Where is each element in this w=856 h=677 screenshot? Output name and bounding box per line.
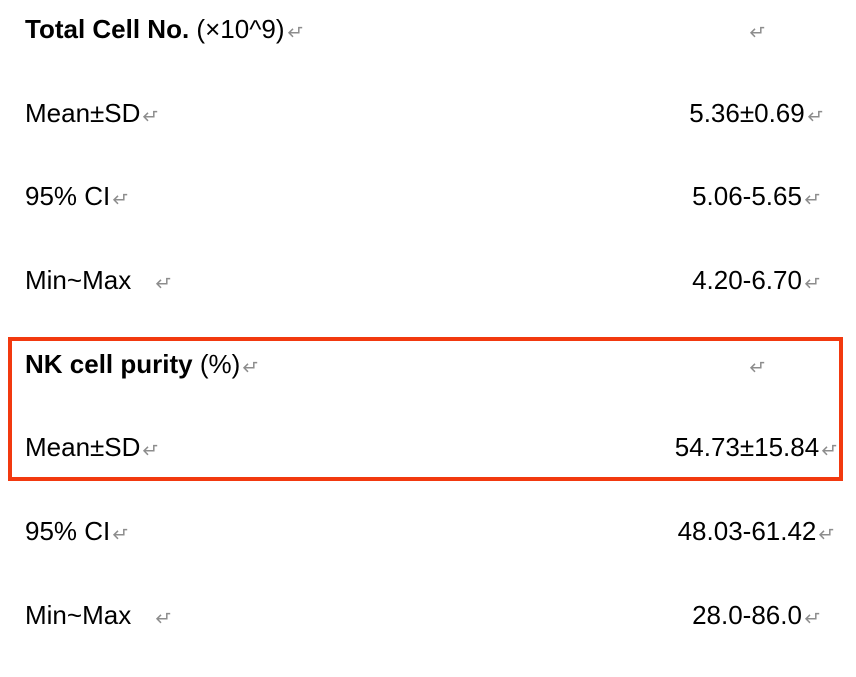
document-page: Total Cell No. (×10^9) Mean±SD 5.36±0.69… (0, 7, 856, 630)
row-label: NK cell purity (%) (25, 342, 258, 386)
value-text: 5.06-5.65 (692, 181, 802, 212)
row-label: 95% CI (25, 509, 128, 553)
paragraph-mark-icon (142, 91, 158, 135)
row-label: 95% CI (25, 174, 128, 218)
label-text: Mean±SD (25, 432, 141, 463)
row-label: Mean±SD (25, 425, 158, 469)
paragraph-mark-icon (749, 342, 765, 386)
row-label: Total Cell No. (×10^9) (25, 7, 303, 51)
label-text: 95% CI (25, 181, 111, 212)
table-row: Mean±SD 5.36±0.69 (0, 91, 856, 175)
row-value: 5.06-5.65 (656, 174, 856, 218)
paragraph-mark-icon (112, 174, 128, 218)
table-row: Mean±SD 54.73±15.84 (0, 425, 856, 509)
row-value: 48.03-61.42 (656, 509, 856, 553)
value-text: 54.73±15.84 (674, 432, 820, 463)
row-label: Mean±SD (25, 91, 158, 135)
label-text: Min~Max (25, 265, 153, 296)
row-value (656, 7, 856, 51)
paragraph-mark-icon (287, 7, 303, 51)
row-label: Min~Max (25, 258, 171, 302)
paragraph-mark-icon (818, 509, 834, 553)
label-text: (×10^9) (189, 14, 285, 44)
value-text: 48.03-61.42 (677, 516, 817, 547)
paragraph-mark-icon (749, 7, 765, 51)
section-title: Total Cell No. (25, 14, 190, 44)
paragraph-mark-icon (804, 174, 820, 218)
stats-table: Total Cell No. (×10^9) Mean±SD 5.36±0.69… (0, 7, 856, 630)
table-row: Min~Max 4.20-6.70 (0, 258, 856, 342)
paragraph-mark-icon (807, 91, 823, 135)
value-text: 4.20-6.70 (692, 265, 802, 296)
value-text: 28.0-86.0 (692, 599, 802, 630)
label-text: 95% CI (25, 516, 111, 547)
row-value: 28.0-86.0 (656, 593, 856, 637)
table-row: NK cell purity (%) (0, 342, 856, 426)
label-text: Min~Max (25, 599, 153, 630)
paragraph-mark-icon (804, 593, 820, 637)
paragraph-mark-icon (112, 509, 128, 553)
table-row: Min~Max 28.0-86.0 (0, 593, 856, 677)
section-title: NK cell purity (25, 348, 193, 379)
label-text: (%) (192, 348, 241, 379)
row-value: 5.36±0.69 (656, 91, 856, 135)
table-row: 95% CI 48.03-61.42 (0, 509, 856, 593)
row-value: 54.73±15.84 (656, 425, 856, 469)
paragraph-mark-icon (155, 593, 171, 637)
row-value (656, 342, 856, 386)
paragraph-mark-icon (804, 258, 820, 302)
label-text: Mean±SD (25, 97, 141, 128)
paragraph-mark-icon (142, 425, 158, 469)
paragraph-mark-icon (242, 342, 258, 386)
value-text: 5.36±0.69 (689, 97, 805, 128)
table-row: Total Cell No. (×10^9) (0, 7, 856, 91)
paragraph-mark-icon (821, 425, 837, 469)
table-row: 95% CI 5.06-5.65 (0, 174, 856, 258)
row-label: Min~Max (25, 593, 171, 637)
row-value: 4.20-6.70 (656, 258, 856, 302)
paragraph-mark-icon (155, 258, 171, 302)
